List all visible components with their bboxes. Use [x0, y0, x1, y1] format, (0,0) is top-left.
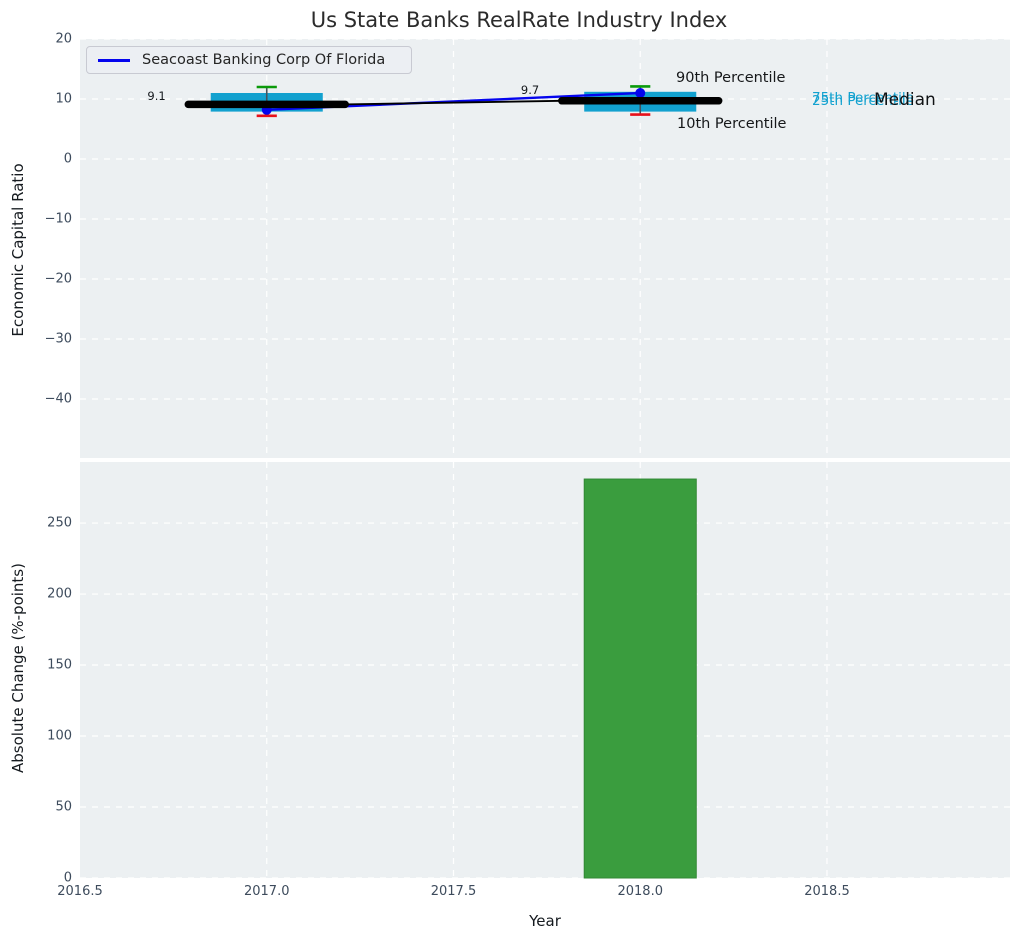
p75-percentile-label: 75th Percentile — [812, 89, 914, 106]
tick-label: 150 — [47, 657, 72, 673]
tick-label: 20 — [55, 31, 72, 47]
tick-label: 250 — [47, 515, 72, 531]
tick-label: 2016.5 — [57, 884, 103, 899]
legend-line-icon — [98, 58, 130, 62]
tick-label: 2018.0 — [617, 884, 663, 899]
tick-label: 0 — [63, 870, 72, 886]
tick-label: −30 — [44, 331, 72, 347]
tick-label: −40 — [44, 391, 72, 407]
tick-label: 2017.0 — [243, 884, 290, 899]
x-axis-label: Year — [529, 912, 561, 930]
tick-label: 2017.5 — [430, 884, 477, 899]
tick-label: 200 — [47, 586, 72, 602]
tick-label: 100 — [47, 728, 72, 744]
legend-label: Seacoast Banking Corp Of Florida — [142, 52, 386, 68]
median-value-annotation: 9.1 — [147, 89, 166, 103]
tick-label: 10 — [55, 91, 72, 107]
p25-percentile-label: 25th Percentile — [812, 92, 914, 109]
tick-label: −20 — [44, 271, 72, 287]
legend: Seacoast Banking Corp Of Florida — [86, 46, 412, 74]
tick-label: −10 — [44, 211, 72, 227]
p90-percentile-label: 90th Percentile — [676, 70, 786, 86]
median-value-annotation: 9.7 — [520, 83, 540, 97]
tick-label: 2018.5 — [804, 884, 850, 899]
median-label: Median — [874, 90, 936, 110]
bottom-plot-area — [80, 462, 1010, 878]
tick-label: 0 — [63, 151, 72, 167]
tick-label: 50 — [55, 799, 72, 815]
p10-percentile-label: 10th Percentile — [677, 116, 787, 132]
top-y-axis-label: Economic Capital Ratio — [9, 163, 27, 337]
chart-title: Us State Banks RealRate Industry Index — [310, 8, 728, 32]
